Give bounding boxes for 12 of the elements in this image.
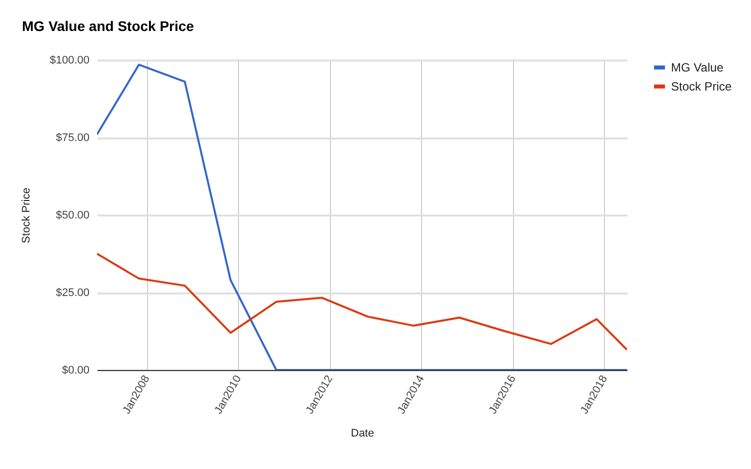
line-series (97, 64, 627, 370)
line-series (97, 252, 627, 351)
legend-label: MG Value (671, 60, 724, 74)
y-axis-title: Stock Price (20, 188, 33, 244)
y-tick-label: $25.00 (56, 287, 90, 299)
chart-title: MG Value and Stock Price (22, 18, 194, 34)
y-tick-label: $75.00 (56, 132, 90, 144)
y-tick-label: $50.00 (56, 210, 90, 222)
y-tick-label: $100.00 (50, 54, 90, 66)
x-axis-title: Date (350, 428, 374, 440)
y-tick-label: $0.00 (62, 364, 90, 376)
legend-label: Stock Price (671, 80, 732, 94)
